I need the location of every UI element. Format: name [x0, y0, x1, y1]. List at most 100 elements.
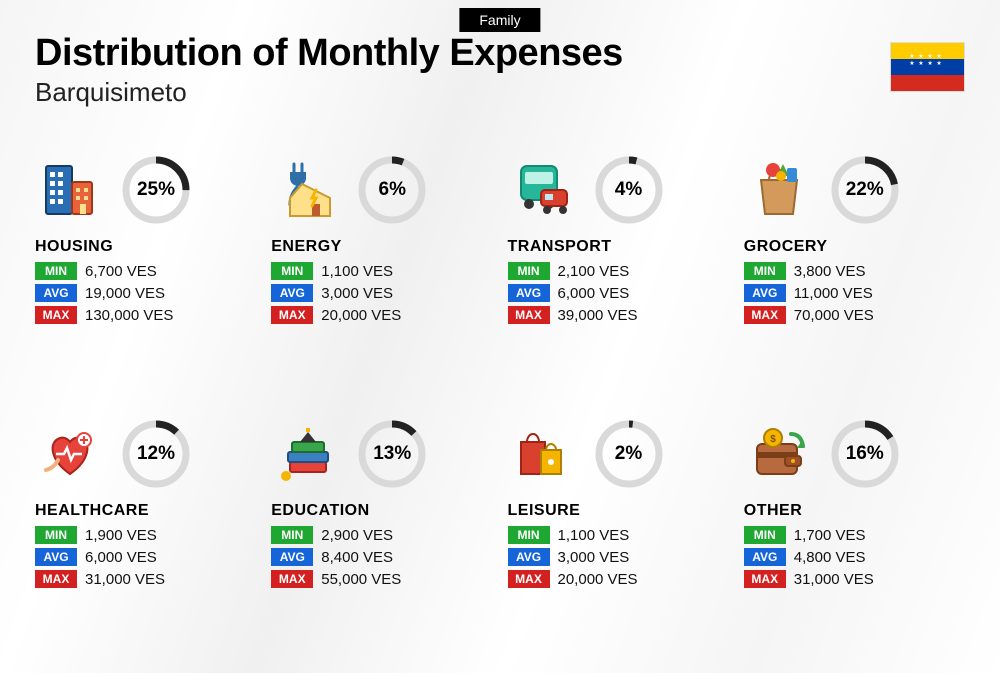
min-badge: MIN [35, 526, 77, 544]
leisure-icon [508, 419, 578, 489]
category-name: GROCERY [744, 238, 965, 256]
min-badge: MIN [271, 262, 313, 280]
max-badge: MAX [744, 570, 786, 588]
avg-value: 3,000 VES [321, 285, 393, 302]
pct-ring-housing: 25% [120, 154, 192, 226]
max-badge: MAX [271, 306, 313, 324]
min-value: 1,100 VES [321, 263, 393, 280]
max-badge: MAX [35, 570, 77, 588]
category-card-healthcare: 12% HEALTHCARE MIN 1,900 VES AVG 6,000 V… [35, 414, 256, 653]
avg-badge: AVG [271, 284, 313, 302]
pct-label: 22% [846, 179, 884, 201]
svg-text:$: $ [770, 434, 776, 445]
avg-badge: AVG [508, 284, 550, 302]
min-badge: MIN [508, 262, 550, 280]
max-badge: MAX [508, 570, 550, 588]
education-icon [271, 419, 341, 489]
pct-ring-grocery: 22% [829, 154, 901, 226]
pct-ring-education: 13% [356, 418, 428, 490]
stats: MIN 2,900 VES AVG 8,400 VES MAX 55,000 V… [271, 526, 492, 588]
pct-ring-other: 16% [829, 418, 901, 490]
min-value: 2,900 VES [321, 527, 393, 544]
min-badge: MIN [744, 526, 786, 544]
category-name: LEISURE [508, 502, 729, 520]
energy-icon [271, 155, 341, 225]
venezuela-flag-icon: ★ ★ ★ ★ ★ ★ ★ ★ [890, 42, 965, 92]
page-title: Distribution of Monthly Expenses [35, 32, 623, 75]
stats: MIN 1,900 VES AVG 6,000 VES MAX 31,000 V… [35, 526, 256, 588]
avg-value: 4,800 VES [794, 549, 866, 566]
stats: MIN 1,100 VES AVG 3,000 VES MAX 20,000 V… [271, 262, 492, 324]
min-value: 3,800 VES [794, 263, 866, 280]
category-name: TRANSPORT [508, 238, 729, 256]
max-value: 70,000 VES [794, 307, 874, 324]
pct-label: 4% [615, 179, 642, 201]
category-name: ENERGY [271, 238, 492, 256]
category-card-leisure: 2% LEISURE MIN 1,100 VES AVG 3,000 VES M… [508, 414, 729, 653]
avg-badge: AVG [744, 284, 786, 302]
stats: MIN 3,800 VES AVG 11,000 VES MAX 70,000 … [744, 262, 965, 324]
pct-label: 13% [373, 443, 411, 465]
transport-icon [508, 155, 578, 225]
min-value: 1,100 VES [558, 527, 630, 544]
max-badge: MAX [35, 306, 77, 324]
category-name: OTHER [744, 502, 965, 520]
max-value: 20,000 VES [558, 571, 638, 588]
max-value: 31,000 VES [794, 571, 874, 588]
min-value: 6,700 VES [85, 263, 157, 280]
grocery-icon [744, 155, 814, 225]
min-value: 2,100 VES [558, 263, 630, 280]
pct-label: 2% [615, 443, 642, 465]
avg-value: 3,000 VES [558, 549, 630, 566]
category-card-transport: 4% TRANSPORT MIN 2,100 VES AVG 6,000 VES… [508, 150, 729, 389]
avg-value: 8,400 VES [321, 549, 393, 566]
pct-label: 6% [379, 179, 406, 201]
min-badge: MIN [271, 526, 313, 544]
family-tag: Family [459, 8, 540, 32]
stats: MIN 1,100 VES AVG 3,000 VES MAX 20,000 V… [508, 526, 729, 588]
max-badge: MAX [744, 306, 786, 324]
pct-label: 16% [846, 443, 884, 465]
min-badge: MIN [744, 262, 786, 280]
avg-badge: AVG [508, 548, 550, 566]
category-card-energy: 6% ENERGY MIN 1,100 VES AVG 3,000 VES MA… [271, 150, 492, 389]
avg-badge: AVG [35, 284, 77, 302]
avg-badge: AVG [35, 548, 77, 566]
pct-ring-leisure: 2% [593, 418, 665, 490]
max-badge: MAX [271, 570, 313, 588]
avg-value: 19,000 VES [85, 285, 165, 302]
max-value: 55,000 VES [321, 571, 401, 588]
pct-label: 25% [137, 179, 175, 201]
stats: MIN 6,700 VES AVG 19,000 VES MAX 130,000… [35, 262, 256, 324]
max-badge: MAX [508, 306, 550, 324]
housing-icon [35, 155, 105, 225]
min-value: 1,900 VES [85, 527, 157, 544]
category-card-education: 13% EDUCATION MIN 2,900 VES AVG 8,400 VE… [271, 414, 492, 653]
page-subtitle: Barquisimeto [35, 77, 623, 108]
category-name: HOUSING [35, 238, 256, 256]
other-icon: $ [744, 419, 814, 489]
min-badge: MIN [35, 262, 77, 280]
pct-ring-transport: 4% [593, 154, 665, 226]
avg-value: 11,000 VES [794, 285, 873, 302]
max-value: 31,000 VES [85, 571, 165, 588]
header: Distribution of Monthly Expenses Barquis… [35, 32, 623, 108]
min-value: 1,700 VES [794, 527, 866, 544]
pct-ring-healthcare: 12% [120, 418, 192, 490]
avg-value: 6,000 VES [85, 549, 157, 566]
pct-label: 12% [137, 443, 175, 465]
category-card-housing: 25% HOUSING MIN 6,700 VES AVG 19,000 VES… [35, 150, 256, 389]
max-value: 130,000 VES [85, 307, 173, 324]
stats: MIN 2,100 VES AVG 6,000 VES MAX 39,000 V… [508, 262, 729, 324]
pct-ring-energy: 6% [356, 154, 428, 226]
avg-value: 6,000 VES [558, 285, 630, 302]
max-value: 39,000 VES [558, 307, 638, 324]
avg-badge: AVG [271, 548, 313, 566]
category-name: HEALTHCARE [35, 502, 256, 520]
category-card-grocery: 22% GROCERY MIN 3,800 VES AVG 11,000 VES… [744, 150, 965, 389]
healthcare-icon [35, 419, 105, 489]
categories-grid: 25% HOUSING MIN 6,700 VES AVG 19,000 VES… [35, 150, 965, 653]
category-card-other: $ 16% OTHER MIN 1,700 VES AVG 4,800 VES … [744, 414, 965, 653]
avg-badge: AVG [744, 548, 786, 566]
stats: MIN 1,700 VES AVG 4,800 VES MAX 31,000 V… [744, 526, 965, 588]
